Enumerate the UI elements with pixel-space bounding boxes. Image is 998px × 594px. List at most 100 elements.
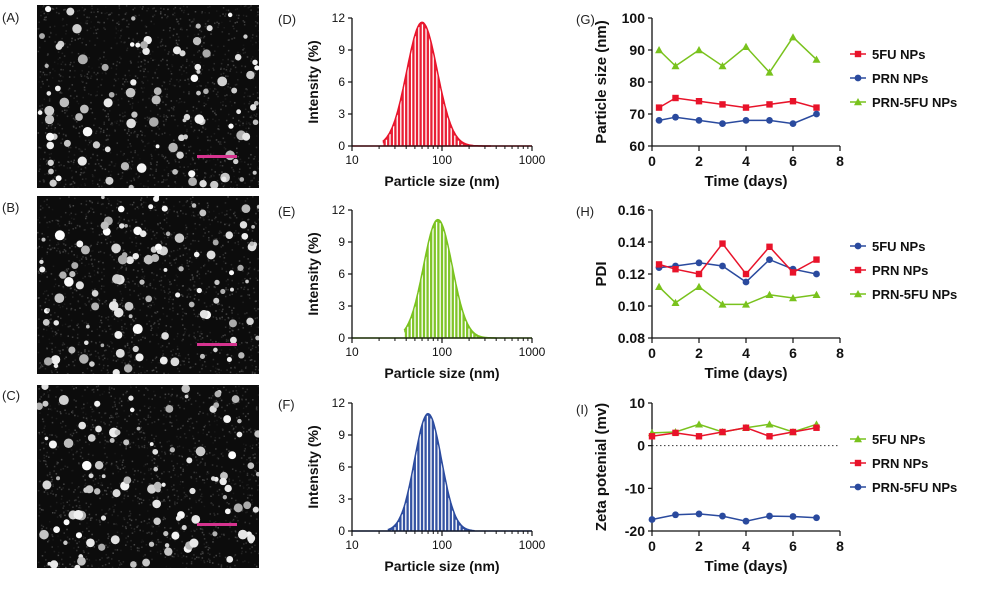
nanoparticle — [142, 47, 150, 55]
nanoparticle — [136, 426, 141, 431]
data-point — [766, 256, 773, 263]
nanoparticle — [241, 232, 249, 240]
nanoparticle — [111, 243, 121, 254]
data-point — [813, 514, 820, 522]
nanoparticle — [143, 254, 154, 265]
series-line — [658, 36, 818, 74]
nanoparticle — [117, 205, 125, 213]
nanoparticle — [225, 231, 234, 239]
nanoparticle — [124, 223, 128, 228]
data-point — [854, 435, 862, 443]
nanoparticle — [44, 436, 49, 441]
panel-label-a: (A) — [2, 10, 20, 25]
data-point — [672, 429, 679, 437]
data-point — [742, 278, 750, 286]
nanoparticle — [108, 301, 119, 311]
nanoparticle — [91, 302, 100, 311]
y-tick-label: 6 — [338, 75, 345, 89]
nanoparticle — [249, 241, 255, 247]
nanoparticle — [179, 50, 186, 57]
nanoparticle — [251, 224, 256, 229]
nanoparticle — [113, 307, 124, 318]
nanoparticle — [181, 385, 190, 393]
distribution-curve — [403, 218, 497, 339]
nanoparticle — [199, 353, 206, 359]
nanoparticle — [165, 231, 171, 237]
nanoparticle — [202, 49, 211, 58]
y-axis-label: Intensity (%) — [305, 232, 321, 315]
nanoparticle — [120, 162, 130, 171]
nanoparticle — [236, 109, 242, 115]
nanoparticle — [241, 204, 251, 214]
nanoparticle — [72, 24, 82, 34]
nanoparticle — [58, 395, 69, 406]
nanoparticle — [245, 279, 249, 284]
nanoparticle — [49, 560, 59, 568]
y-tick-label: 0.16 — [618, 202, 645, 218]
nanoparticle — [136, 163, 147, 173]
nanoparticle — [117, 254, 128, 265]
nanoparticle — [45, 5, 52, 13]
nanoparticle — [186, 457, 193, 464]
nanoparticle — [78, 421, 87, 430]
nanoparticle — [174, 233, 185, 243]
x-tick-label: 8 — [836, 538, 844, 554]
nanoparticle — [126, 118, 136, 129]
x-tick-label: 1000 — [519, 345, 546, 359]
y-tick-label: 60 — [629, 138, 645, 154]
x-axis-label: Particle size (nm) — [384, 365, 499, 381]
x-axis-label: Particle size (nm) — [384, 173, 499, 189]
data-point — [742, 117, 750, 124]
nanoparticle — [112, 274, 122, 284]
data-point — [742, 104, 750, 111]
nanoparticle — [39, 529, 49, 540]
nanoparticle — [54, 293, 65, 304]
nanoparticle — [224, 508, 231, 515]
pdi-time-chart: 0.08 0.10 0.12 0.14 0.16 0 2 4 6 8 Time (days) PDI 5… — [593, 202, 957, 382]
y-tick-label: 70 — [629, 106, 645, 122]
nanoparticle — [133, 226, 142, 236]
tem-image-c — [37, 385, 259, 568]
nanoparticle — [43, 357, 53, 366]
data-point — [813, 104, 820, 111]
nanoparticle — [130, 561, 137, 568]
nanoparticle — [41, 385, 49, 390]
data-point — [695, 510, 703, 518]
panel-label-h: (H) — [576, 204, 595, 219]
nanoparticle — [39, 266, 46, 273]
nanoparticle — [48, 168, 54, 175]
x-axis-label: Particle size (nm) — [384, 558, 499, 574]
nanoparticle — [63, 519, 70, 526]
nanoparticle — [178, 134, 185, 142]
nanoparticle — [227, 12, 233, 18]
nanoparticle — [47, 159, 54, 166]
nanoparticle — [233, 503, 243, 513]
nanoparticle — [92, 141, 101, 149]
x-tick-label: 0 — [648, 538, 656, 554]
x-tick-label: 100 — [432, 538, 452, 552]
nanoparticle — [94, 400, 101, 407]
nanoparticle — [42, 480, 52, 490]
data-point — [854, 74, 862, 82]
nanoparticle — [103, 98, 113, 108]
nanoparticle — [195, 23, 201, 29]
data-point — [812, 55, 821, 63]
nanoparticle — [233, 158, 239, 165]
tem-image-a — [37, 5, 259, 188]
y-axis-label: PDI — [593, 261, 610, 286]
nanoparticle — [188, 177, 197, 186]
x-tick-label: 4 — [742, 345, 750, 361]
nanoparticle — [64, 277, 74, 287]
data-point — [854, 290, 862, 298]
nanoparticle — [169, 447, 175, 453]
nanoparticle — [234, 54, 242, 61]
data-point — [719, 120, 726, 127]
nanoparticle — [130, 79, 137, 86]
data-point — [655, 117, 663, 124]
y-tick-label: 0 — [338, 524, 345, 538]
nanoparticle — [44, 114, 55, 125]
legend-label: PRN NPs — [872, 456, 928, 471]
data-point — [813, 256, 820, 263]
scale-bar-b — [197, 343, 237, 346]
nanoparticle — [199, 209, 207, 217]
